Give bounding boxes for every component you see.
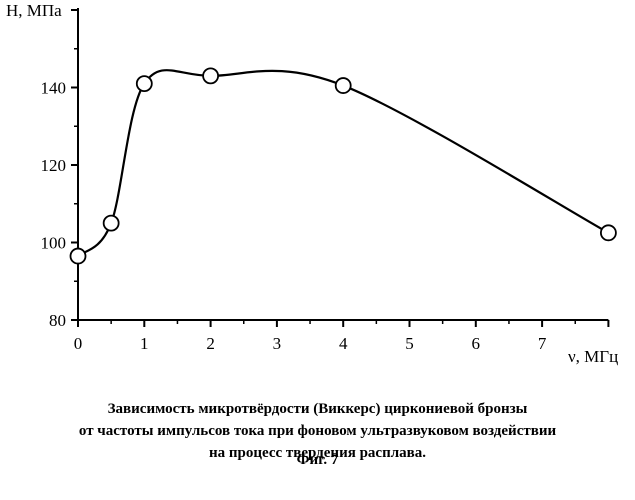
- x-tick-label: 2: [206, 334, 215, 353]
- data-point: [202, 67, 220, 85]
- caption-line-2: от частоты импульсов тока при фоновом ул…: [78, 423, 557, 439]
- y-tick-label: 140: [41, 79, 67, 98]
- axes: [77, 8, 609, 321]
- data-point: [135, 75, 153, 93]
- figure-number: Фиг. 7: [296, 452, 339, 468]
- x-tick-label: 3: [273, 334, 282, 353]
- caption-line-1: Зависимость микротвёрдости (Виккерс) цир…: [107, 401, 528, 417]
- data-points: [69, 67, 617, 265]
- chart: 0 1 2 3 4 5 6 7 80 100 120 140 H, МПа ν, МГц: [6, 1, 618, 366]
- data-point: [69, 247, 87, 265]
- x-tick-label: 1: [140, 334, 149, 353]
- ticks: 0 1 2 3 4 5 6 7 80 100 120 140: [41, 9, 610, 353]
- y-axis-label: H, МПа: [6, 1, 62, 20]
- caption-line-3: на процесс твердения расплава.: [208, 445, 426, 461]
- data-point: [600, 224, 617, 242]
- y-tick-label: 100: [41, 234, 67, 253]
- x-axis-label: ν, МГц: [568, 347, 618, 366]
- x-tick-label: 6: [472, 334, 481, 353]
- y-tick-label: 120: [41, 156, 67, 175]
- y-tick-label: 80: [49, 311, 66, 330]
- data-point: [102, 214, 120, 232]
- x-tick-label: 7: [538, 334, 547, 353]
- figure-caption: Зависимость микротвёрдости (Виккерс) цир…: [0, 398, 635, 464]
- x-tick-label: 0: [74, 334, 83, 353]
- x-tick-label: 4: [339, 334, 348, 353]
- x-tick-label: 5: [405, 334, 414, 353]
- series-line: [77, 69, 609, 257]
- data-point: [334, 77, 352, 94]
